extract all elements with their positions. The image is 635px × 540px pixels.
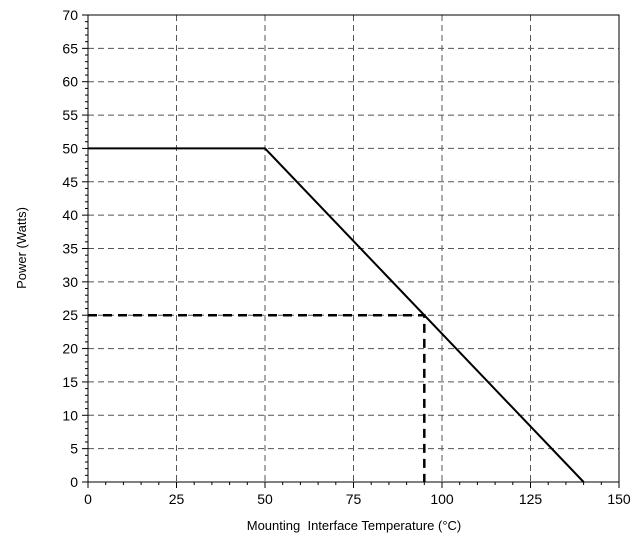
derating-curve — [88, 147, 585, 483]
y-tick-label: 0 — [70, 474, 78, 490]
y-tick-label: 50 — [62, 140, 78, 156]
y-tick-labels: 0 5 10 15 20 25 30 35 40 45 50 55 60 65 70 — [62, 7, 78, 490]
x-tick-label: 75 — [346, 491, 362, 507]
series-group — [88, 147, 585, 483]
y-tick-label: 40 — [62, 207, 78, 223]
y-tick-label: 20 — [62, 341, 78, 357]
grid — [88, 15, 619, 482]
y-tick-label: 25 — [62, 307, 78, 323]
x-tick-label: 0 — [84, 491, 92, 507]
y-tick-label: 65 — [62, 40, 78, 56]
x-tick-label: 50 — [257, 491, 273, 507]
y-tick-label: 15 — [62, 374, 78, 390]
y-tick-label: 70 — [62, 7, 78, 23]
y-tick-label: 10 — [62, 407, 78, 423]
y-tick-label: 45 — [62, 174, 78, 190]
y-tick-label: 5 — [70, 441, 78, 457]
x-tick-label: 100 — [430, 491, 454, 507]
x-tick-label: 125 — [519, 491, 543, 507]
y-axis-label: Power (Watts) — [14, 207, 29, 289]
y-tick-label: 60 — [62, 74, 78, 90]
reference-dashed-line — [88, 313, 426, 482]
x-tick-labels: 0 25 50 75 100 125 150 — [84, 491, 631, 507]
x-tick-label: 150 — [607, 491, 631, 507]
x-axis-label: Mounting Interface Temperature (°C) — [247, 518, 462, 533]
y-tick-label: 30 — [62, 274, 78, 290]
plot-frame — [87, 14, 620, 483]
x-tick-label: 25 — [169, 491, 185, 507]
y-tick-label: 35 — [62, 241, 78, 257]
y-tick-label: 55 — [62, 107, 78, 123]
